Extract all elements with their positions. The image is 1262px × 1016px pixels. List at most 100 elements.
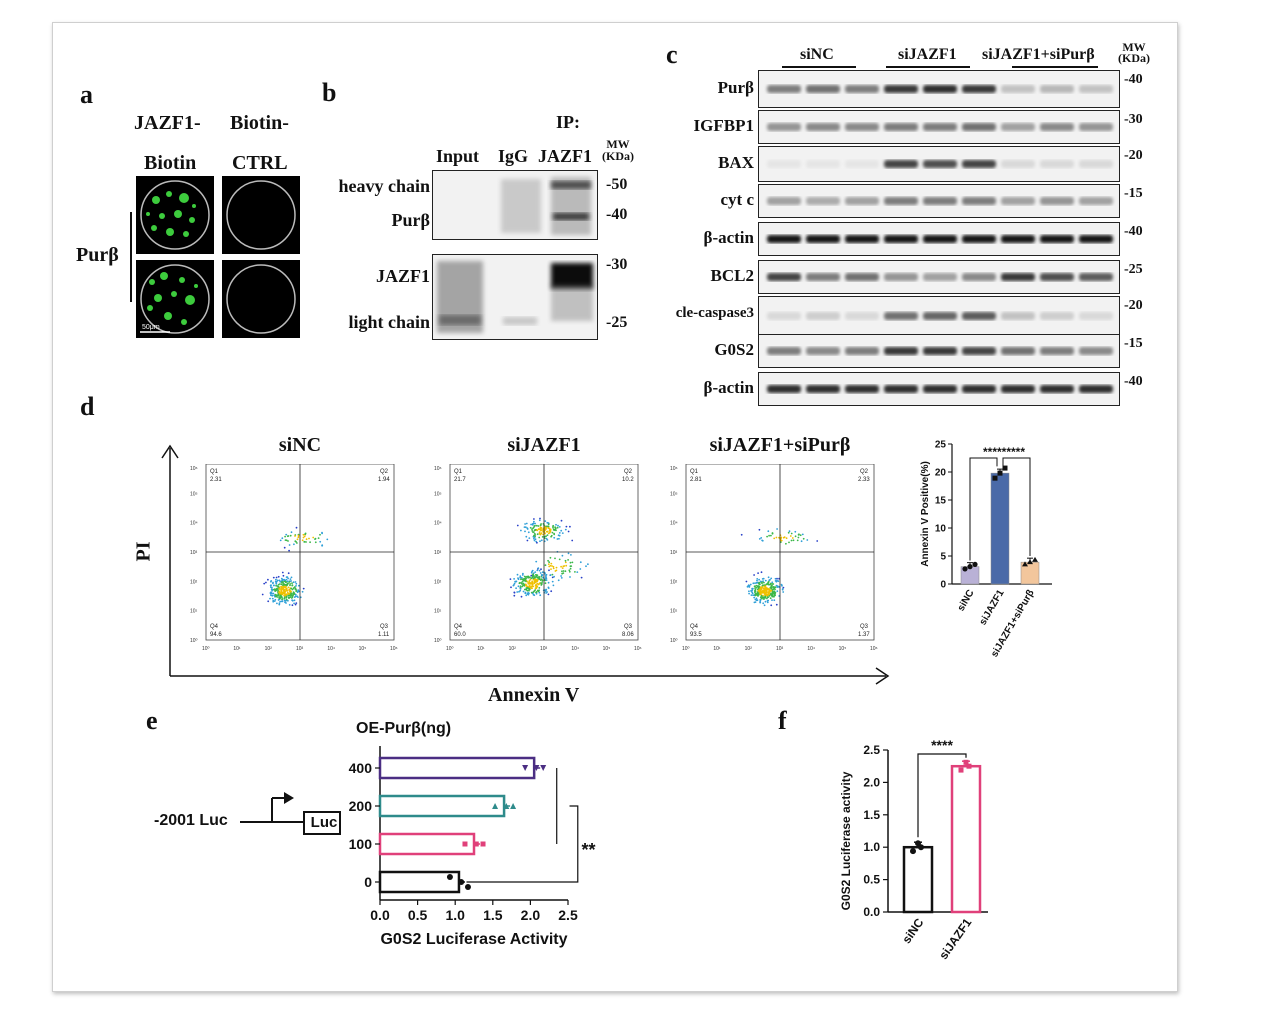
tick-label: 25 — [935, 440, 947, 451]
col1-header-line1: JAZF1- — [134, 112, 201, 134]
tick-label: 20 — [935, 468, 947, 479]
svg-text:Q3: Q3 — [860, 624, 869, 630]
tick-label: 0.5 — [408, 907, 428, 923]
svg-text:Q1: Q1 — [210, 469, 219, 475]
label-jazf1-b: JAZF1 — [376, 266, 430, 286]
svg-text:10⁰: 10⁰ — [682, 646, 690, 652]
microscopy-grid — [136, 176, 300, 338]
svg-text:2.33: 2.33 — [858, 477, 870, 483]
chart-e-title: OE-Purβ(ng) — [356, 720, 452, 737]
label-light-chain: light chain — [348, 312, 430, 332]
tick-label: 2.5 — [558, 907, 578, 923]
lane-igg: IgG — [498, 146, 529, 166]
x-axis-annexin: Annexin V — [488, 684, 580, 706]
svg-text:Q4: Q4 — [690, 624, 699, 630]
tick-label: 1.0 — [863, 840, 880, 854]
svg-text:93.5: 93.5 — [690, 632, 702, 638]
svg-text:10⁶: 10⁶ — [670, 466, 678, 472]
svg-text:10⁴: 10⁴ — [190, 521, 198, 527]
svg-text:10⁰: 10⁰ — [670, 638, 678, 644]
mw-b-25: -25 — [606, 314, 628, 331]
panel-label-c: c — [666, 40, 678, 69]
svg-text:10⁶: 10⁶ — [634, 646, 642, 652]
svg-text:10¹: 10¹ — [233, 646, 241, 652]
chart-g0s2-luciferase: 0.0 0.5 1.0 1.5 2.0 2.5 G0S2 Luciferase activi… — [839, 737, 988, 962]
green-puncta-1 — [146, 191, 196, 237]
blot-c-mw: -40 — [1124, 224, 1143, 239]
svg-text:10⁵: 10⁵ — [670, 491, 678, 497]
y-axis-label: G0S2 Luciferase activity — [839, 771, 853, 910]
blot-c-label: BAX — [718, 153, 754, 172]
svg-text:10⁴: 10⁴ — [571, 646, 579, 652]
svg-text:10⁴: 10⁴ — [807, 646, 815, 652]
svg-text:10¹: 10¹ — [434, 609, 442, 615]
construct-diagram — [240, 792, 341, 835]
svg-text:1.37: 1.37 — [858, 632, 870, 638]
blot-c-row — [758, 372, 1120, 406]
group-line-sijazf1 — [886, 66, 970, 68]
chart-luciferase-horizontal: 0.0 0.5 1.0 1.5 2.0 2.5 G0S2 Luciferase Activi… — [349, 746, 596, 948]
facs-axes — [161, 444, 890, 685]
tick-label: 1.0 — [445, 907, 465, 923]
luc-box-label: Luc — [310, 814, 338, 831]
svg-text:10⁵: 10⁵ — [359, 646, 367, 652]
facs-title: siNC — [278, 434, 322, 456]
svg-text:10¹: 10¹ — [713, 646, 721, 652]
blot-c-label: Purβ — [717, 78, 754, 97]
blot-c-row — [758, 146, 1120, 182]
svg-text:10¹: 10¹ — [477, 646, 485, 652]
svg-text:Q4: Q4 — [210, 624, 219, 630]
significance-mark: **** — [931, 737, 953, 753]
blot-c-row — [758, 184, 1120, 218]
blot-c-row — [758, 296, 1120, 336]
svg-text:10⁶: 10⁶ — [434, 466, 442, 472]
blot-c-row — [758, 110, 1120, 144]
blot-c-label: G0S2 — [714, 340, 754, 359]
mw-b-50: -50 — [606, 176, 628, 193]
blot-c-row — [758, 70, 1120, 108]
svg-text:10²: 10² — [190, 579, 198, 585]
svg-text:10¹: 10¹ — [190, 609, 198, 615]
tick-label: 0 — [940, 580, 946, 591]
svg-text:10⁰: 10⁰ — [190, 638, 198, 644]
panel-label-b: b — [322, 78, 337, 107]
svg-text:10⁶: 10⁶ — [870, 646, 878, 652]
category-label: siJAZF1 — [936, 915, 974, 962]
blot-c-mw: -15 — [1124, 336, 1143, 351]
category-label: 100 — [349, 836, 373, 852]
group-sinc: siNC — [800, 46, 834, 63]
tick-label: 0.5 — [863, 873, 880, 887]
category-label: 0 — [364, 874, 372, 890]
svg-text:Q4: Q4 — [454, 624, 463, 630]
significance-mark: ********* — [983, 445, 1025, 459]
scale-bar-label: 50μm — [142, 324, 160, 331]
svg-text:10⁶: 10⁶ — [390, 646, 398, 652]
blot-c-label: cyt c — [720, 190, 754, 209]
bar — [990, 472, 1010, 585]
facs-title: siJAZF1+siPurβ — [709, 434, 851, 456]
svg-text:8.06: 8.06 — [622, 632, 634, 638]
mw-header-b: MW (KDa) — [602, 137, 634, 163]
blot-c-mw: -15 — [1124, 186, 1143, 201]
lane-input: Input — [436, 146, 480, 166]
category-label: siNC — [956, 588, 977, 613]
blot-c-label: β-actin — [703, 228, 754, 247]
svg-text:10⁵: 10⁵ — [434, 491, 442, 497]
blot-c-mw: -40 — [1124, 374, 1143, 389]
svg-text:Q2: Q2 — [380, 469, 389, 475]
svg-text:10⁴: 10⁴ — [670, 521, 678, 527]
category-label: 200 — [349, 798, 373, 814]
image-biotin-2 — [136, 260, 214, 338]
mw-b-40: -40 — [606, 206, 628, 223]
tick-label: 2.0 — [521, 907, 541, 923]
svg-text:Q3: Q3 — [624, 624, 633, 630]
blot-c-label: BCL2 — [710, 266, 754, 285]
svg-text:10³: 10³ — [434, 550, 442, 556]
image-ctrl-1 — [222, 176, 300, 254]
blot-c-row — [758, 222, 1120, 256]
blot-c-mw: -25 — [1124, 262, 1143, 277]
tick-label: 15 — [935, 496, 947, 507]
blot-c-row — [758, 334, 1120, 368]
mw-b-30: -30 — [606, 256, 628, 273]
svg-text:10³: 10³ — [670, 550, 678, 556]
